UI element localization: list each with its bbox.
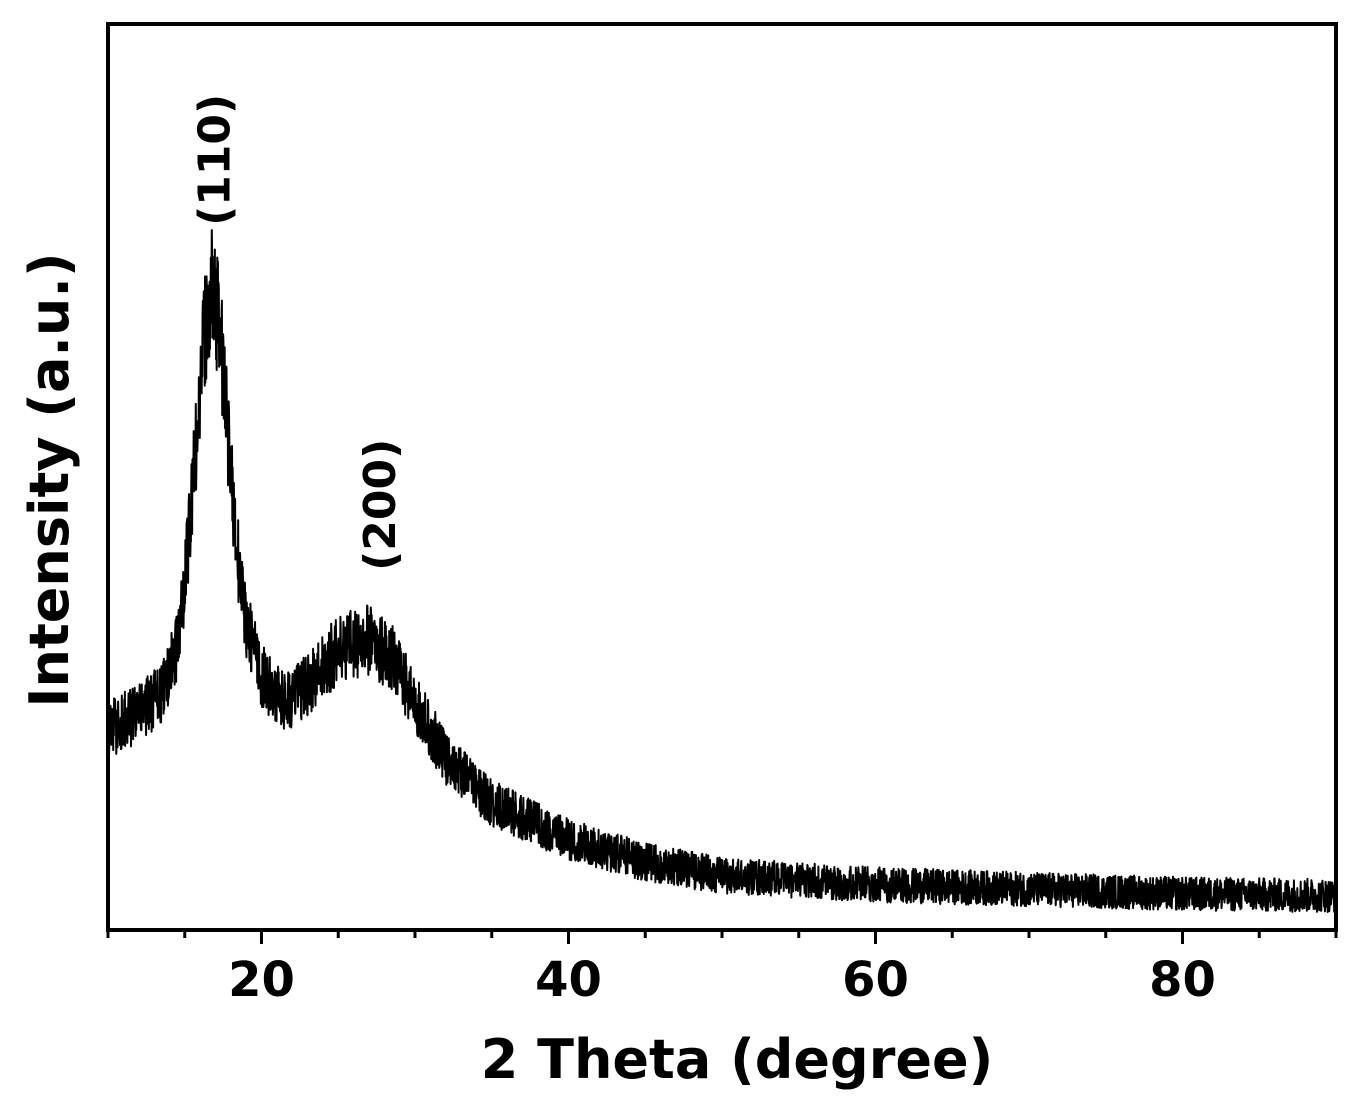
series-layer [107, 229, 1337, 913]
x-tick-label: 60 [842, 952, 909, 1008]
xrd-series-line [107, 229, 1337, 913]
x-tick-label: 20 [228, 952, 295, 1008]
peak-label: (200) [355, 439, 406, 571]
y-axis-label: Intensity (a.u.) [18, 252, 81, 707]
x-tick-label: 80 [1149, 952, 1216, 1008]
annotations: (110) (200) [189, 94, 406, 571]
plot-frame [106, 22, 1338, 932]
peak-label: (110) [189, 94, 240, 226]
x-tick-label: 40 [535, 952, 602, 1008]
x-axis-label: 2 Theta (degree) [481, 1028, 994, 1091]
x-ticks: 20 40 60 80 [106, 930, 1338, 1008]
